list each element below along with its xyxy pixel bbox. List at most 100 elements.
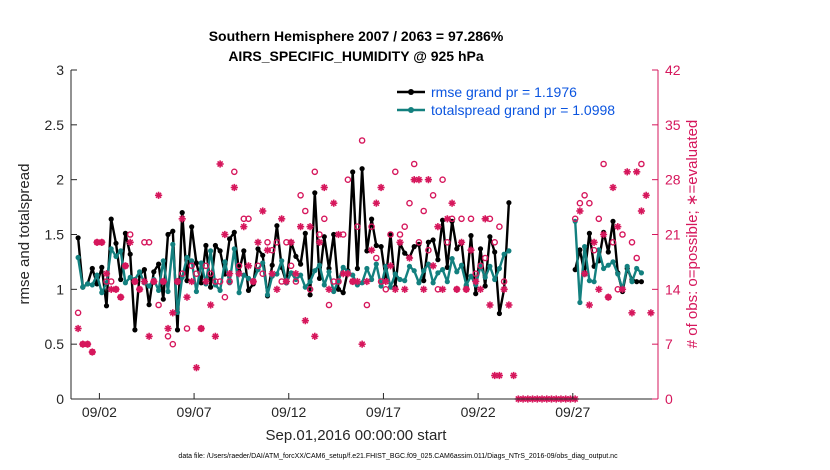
obs-evaluated-stroke [288, 239, 295, 246]
obs-evaluated-stroke [434, 223, 441, 230]
obs-evaluated-marker [396, 238, 404, 246]
obs-evaluated-marker [207, 301, 215, 309]
obs-evaluated-stroke [458, 239, 465, 246]
obs-evaluated-marker [344, 270, 352, 278]
rmse-point [638, 279, 645, 285]
obs-evaluated-marker [368, 246, 376, 254]
spread-point [326, 269, 332, 275]
rmse-point [302, 230, 308, 236]
x-tick-label: 09/07 [177, 404, 212, 420]
spread-point [160, 258, 166, 264]
rmse-point [245, 287, 252, 293]
obs-evaluated-stroke [647, 309, 654, 316]
obs-evaluated-stroke [576, 207, 583, 215]
obs-evaluated-stroke [505, 301, 512, 309]
spread-point [482, 274, 488, 280]
obs-possible-marker [221, 293, 229, 301]
rmse-point [132, 327, 138, 333]
obs-possible-marker [311, 168, 319, 176]
rmse-point [354, 265, 360, 272]
obs-evaluated-stroke [444, 215, 451, 222]
spread-point [260, 260, 266, 266]
rmse-point [103, 303, 110, 309]
obs-possible-marker [126, 231, 134, 238]
rmse-point [170, 228, 176, 234]
obs-evaluated-marker [211, 332, 219, 340]
spread-point [610, 259, 616, 265]
obs-evaluated-stroke [624, 168, 631, 175]
footnote: data file: /Users/raeder/DAI/ATM_forcXX/… [178, 453, 618, 460]
spread-point [496, 265, 502, 272]
obs-evaluated-marker [476, 285, 485, 293]
spread-point [615, 271, 621, 277]
obs-evaluated-marker [273, 285, 281, 293]
rmse-point [113, 240, 119, 246]
obs-evaluated-marker [405, 254, 414, 262]
spread-point [85, 281, 91, 287]
rmse-point [160, 296, 166, 302]
spread-point [274, 271, 280, 277]
obs-evaluated-stroke [448, 200, 456, 207]
obs-evaluated-stroke [150, 278, 157, 285]
obs-possible-marker [420, 207, 428, 215]
rmse-point [473, 291, 479, 297]
spread-point [440, 267, 446, 273]
obs-evaluated-stroke [638, 207, 645, 215]
obs-evaluated-stroke [387, 262, 394, 269]
rmse-point [610, 218, 616, 224]
obs-evaluated-marker [467, 246, 475, 254]
obs-evaluated-stroke [633, 168, 640, 175]
spread-point [387, 284, 394, 290]
rmse-point [487, 234, 493, 240]
obs-evaluated-marker [140, 277, 148, 286]
spread-point [146, 283, 152, 289]
obs-possible-marker [496, 223, 503, 230]
spread-point [373, 261, 379, 267]
x-tick-label: 09/17 [366, 404, 401, 420]
rmse-point [227, 236, 233, 242]
spread-point [321, 282, 327, 288]
obs-possible-marker [245, 215, 252, 223]
obs-evaluated-stroke [254, 239, 262, 246]
obs-evaluated-marker [415, 176, 423, 184]
rmse-point [89, 265, 95, 272]
obs-evaluated-marker [287, 238, 295, 246]
obs-evaluated-marker [604, 293, 612, 301]
rmse-point [255, 246, 261, 252]
obs-possible-marker [429, 191, 437, 199]
obs-evaluated-stroke [609, 184, 617, 191]
obs-possible-marker [74, 309, 82, 317]
rmse-point [193, 260, 199, 266]
rmse-point [151, 269, 157, 275]
legend-rmse-label: rmse grand pr = 1.1976 [431, 84, 577, 100]
obs-evaluated-marker [102, 270, 111, 278]
obs-possible-marker [391, 168, 399, 176]
spread-point [193, 288, 199, 295]
obs-evaluated-marker [173, 277, 182, 286]
obs-possible-marker [439, 176, 446, 183]
obs-evaluated-stroke [335, 231, 342, 238]
obs-evaluated-marker [74, 324, 82, 333]
obs-evaluated-marker [382, 277, 390, 286]
obs-evaluated-stroke [231, 184, 238, 191]
spread-point [629, 279, 635, 285]
rmse-point [146, 302, 152, 308]
rmse-point [477, 246, 484, 252]
obs-evaluated-marker [334, 230, 343, 239]
obs-evaluated-marker [595, 285, 603, 293]
legend: rmse grand pr = 1.1976 totalspread grand… [392, 78, 650, 122]
rmse-point [122, 230, 128, 236]
spread-point [198, 260, 204, 266]
obs-evaluated-stroke [359, 341, 366, 348]
rmse-point [118, 276, 124, 283]
obs-evaluated-stroke [127, 239, 134, 246]
obs-evaluated-marker [491, 371, 499, 380]
obs-evaluated-marker [590, 238, 598, 246]
obs-evaluated-stroke [472, 278, 479, 285]
obs-evaluated-marker [282, 277, 290, 286]
spread-point [402, 278, 408, 284]
spread-point [624, 263, 630, 269]
rmse-point [482, 283, 488, 289]
rmse-point [179, 210, 185, 216]
spread-point [189, 258, 195, 264]
